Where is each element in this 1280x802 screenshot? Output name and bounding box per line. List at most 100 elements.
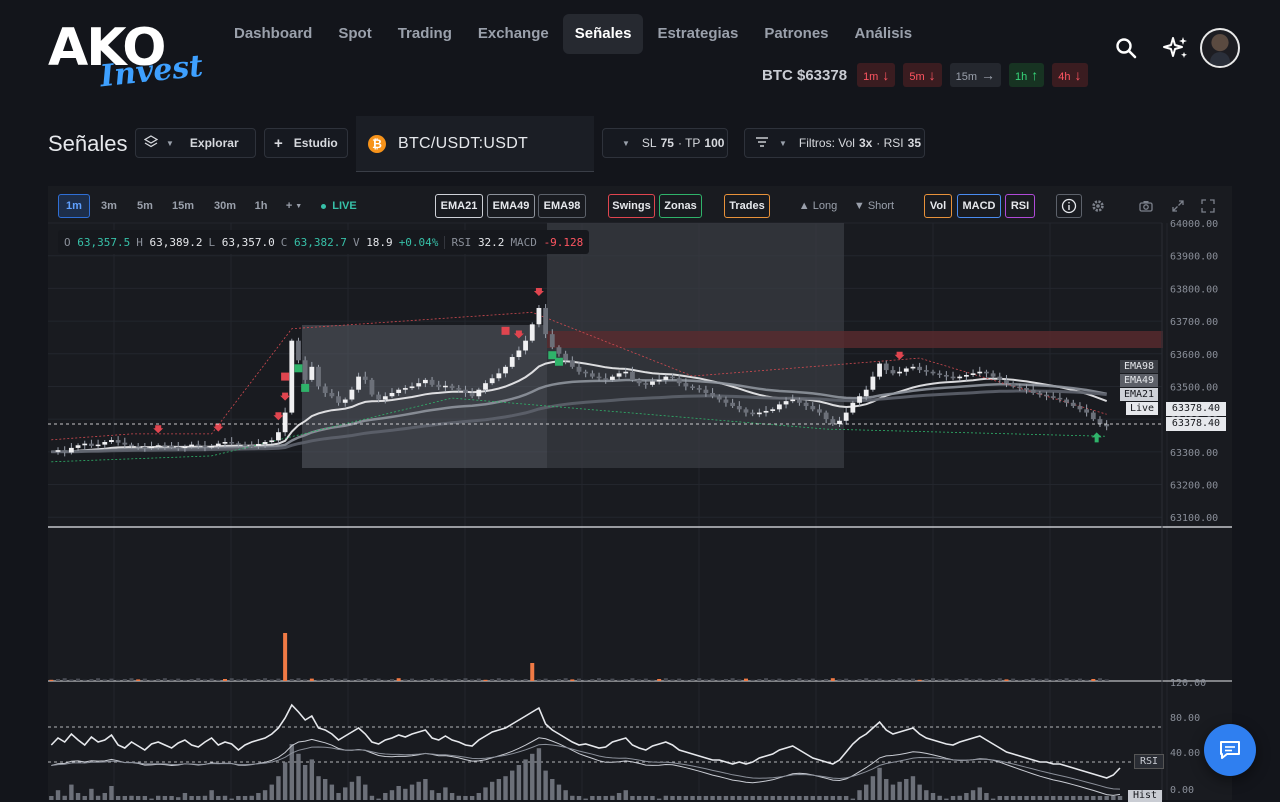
hist-bar bbox=[443, 787, 448, 800]
avatar[interactable] bbox=[1200, 28, 1240, 68]
macd-toggle[interactable]: MACD bbox=[957, 194, 1001, 218]
nav-spot[interactable]: Spot bbox=[338, 25, 372, 42]
hist-bar bbox=[69, 784, 74, 800]
hist-bar bbox=[857, 790, 862, 800]
vol-toggle[interactable]: Vol bbox=[924, 194, 952, 218]
volume-bar bbox=[997, 678, 1002, 681]
candle-body bbox=[456, 388, 462, 390]
interval-3m[interactable]: 3m bbox=[101, 200, 117, 212]
tf-trend-15m[interactable]: 15m → bbox=[949, 63, 1002, 87]
volume-bar bbox=[804, 679, 809, 681]
logo[interactable]: AKO Invest bbox=[48, 18, 208, 94]
candle-body bbox=[1077, 406, 1083, 410]
search-icon[interactable] bbox=[1114, 36, 1144, 66]
pair-selector[interactable]: ₿ BTC/USDT:USDT bbox=[356, 116, 594, 172]
nav-dashboard[interactable]: Dashboard bbox=[234, 25, 313, 42]
sparkles-icon[interactable] bbox=[1162, 34, 1192, 64]
volume-bar bbox=[490, 679, 495, 681]
candle-body bbox=[536, 307, 542, 325]
fullscreen-icon[interactable] bbox=[1198, 194, 1218, 218]
nav-estrategias[interactable]: Estrategias bbox=[657, 25, 739, 42]
hist-bar bbox=[737, 796, 742, 800]
main-nav: Dashboard Spot Trading Exchange Señales … bbox=[222, 14, 924, 54]
volume-bar bbox=[276, 678, 281, 681]
short-filter[interactable]: ▼ Short bbox=[853, 200, 895, 212]
hist-bar bbox=[363, 784, 368, 800]
volume-bar bbox=[570, 679, 575, 681]
buy-zone-marker bbox=[548, 351, 557, 360]
nav-senales[interactable]: Señales bbox=[562, 14, 644, 54]
study-button[interactable]: + Estudio bbox=[264, 128, 348, 158]
nav-exchange[interactable]: Exchange bbox=[477, 25, 549, 42]
tf-trend-5m[interactable]: 5m ↓ bbox=[903, 63, 942, 87]
hist-bar bbox=[449, 793, 455, 800]
hist-bar bbox=[830, 796, 836, 800]
ema21-toggle[interactable]: EMA21 bbox=[435, 194, 483, 218]
candle-body bbox=[95, 444, 101, 447]
nav-analisis[interactable]: Análisis bbox=[854, 25, 913, 42]
more-intervals-button[interactable]: + ▼ bbox=[285, 200, 303, 212]
candle-body bbox=[984, 371, 989, 374]
hist-bar bbox=[343, 787, 348, 800]
gear-icon[interactable] bbox=[1088, 194, 1108, 218]
ema98-toggle[interactable]: EMA98 bbox=[538, 194, 586, 218]
volume-bar bbox=[536, 679, 541, 681]
candle-body bbox=[129, 444, 134, 447]
interval-1h[interactable]: 1h bbox=[254, 200, 268, 212]
interval-30m[interactable]: 30m bbox=[213, 200, 237, 212]
nav-patrones[interactable]: Patrones bbox=[764, 25, 829, 42]
tf-trend-1m[interactable]: 1m ↓ bbox=[857, 63, 896, 87]
candle-body bbox=[1030, 389, 1036, 393]
filters-button[interactable]: ▼ Filtros: Vol 3x · RSI 35 bbox=[744, 128, 925, 158]
nav-trading[interactable]: Trading bbox=[397, 25, 452, 42]
candle-body bbox=[943, 375, 949, 377]
candle-body bbox=[162, 445, 168, 447]
zones-toggle[interactable]: Zonas bbox=[659, 194, 702, 218]
volume-bar bbox=[670, 679, 675, 681]
interval-1m[interactable]: 1m bbox=[58, 194, 90, 218]
interval-15m[interactable]: 15m bbox=[171, 200, 195, 212]
trades-toggle[interactable]: Trades bbox=[724, 194, 770, 218]
explore-button[interactable]: ▼ Explorar bbox=[135, 128, 256, 158]
candle-body bbox=[276, 432, 281, 441]
long-filter[interactable]: ▲ Long bbox=[798, 200, 838, 212]
candle-body bbox=[215, 443, 221, 446]
volume-bar bbox=[890, 679, 895, 681]
candle-body bbox=[222, 442, 228, 444]
buy-zone-marker bbox=[554, 357, 563, 366]
hist-bar bbox=[510, 770, 515, 800]
info-icon[interactable] bbox=[1056, 194, 1082, 218]
candle-body bbox=[463, 389, 468, 393]
hist-bar bbox=[690, 796, 695, 800]
layers-icon bbox=[143, 134, 159, 152]
volume-bar bbox=[76, 678, 81, 681]
volume-bar bbox=[510, 678, 515, 681]
sl-tp-button[interactable]: ▼ SL 75 · TP 100 bbox=[602, 128, 728, 158]
volume-bar bbox=[323, 679, 328, 681]
volume-bar bbox=[396, 678, 401, 681]
expand-icon[interactable] bbox=[1168, 194, 1188, 218]
volume-bar bbox=[543, 678, 548, 681]
ema49-toggle[interactable]: EMA49 bbox=[487, 194, 535, 218]
hist-bar bbox=[269, 784, 274, 800]
swings-toggle[interactable]: Swings bbox=[608, 194, 655, 218]
price-chart[interactable]: 64000.00 63900.00 63800.00 63700.00 63600.00… bbox=[48, 186, 1232, 800]
rsi-toggle[interactable]: RSI bbox=[1005, 194, 1035, 218]
hist-bar bbox=[456, 795, 461, 800]
volume-bar bbox=[944, 678, 949, 681]
price-tick-label: 63800.00 bbox=[1170, 284, 1218, 295]
volume-bar bbox=[1004, 679, 1009, 681]
chart-panel[interactable]: 1m 3m 5m 15m 30m 1h + ▼ LIVE EMA21 EMA49 … bbox=[48, 186, 1232, 802]
hist-bar bbox=[383, 793, 388, 800]
volume-bar bbox=[556, 679, 561, 681]
camera-icon[interactable] bbox=[1136, 194, 1156, 218]
interval-5m[interactable]: 5m bbox=[137, 200, 153, 212]
tf-trend-1h[interactable]: 1h ↑ bbox=[1009, 63, 1045, 87]
chat-icon[interactable] bbox=[1204, 724, 1256, 776]
candle-body bbox=[877, 363, 882, 377]
volume-bar bbox=[910, 678, 915, 681]
candle-body bbox=[549, 334, 555, 348]
tf-trend-4h[interactable]: 4h ↓ bbox=[1052, 63, 1088, 87]
volume-bar bbox=[870, 679, 875, 681]
hist-bar bbox=[650, 796, 655, 800]
